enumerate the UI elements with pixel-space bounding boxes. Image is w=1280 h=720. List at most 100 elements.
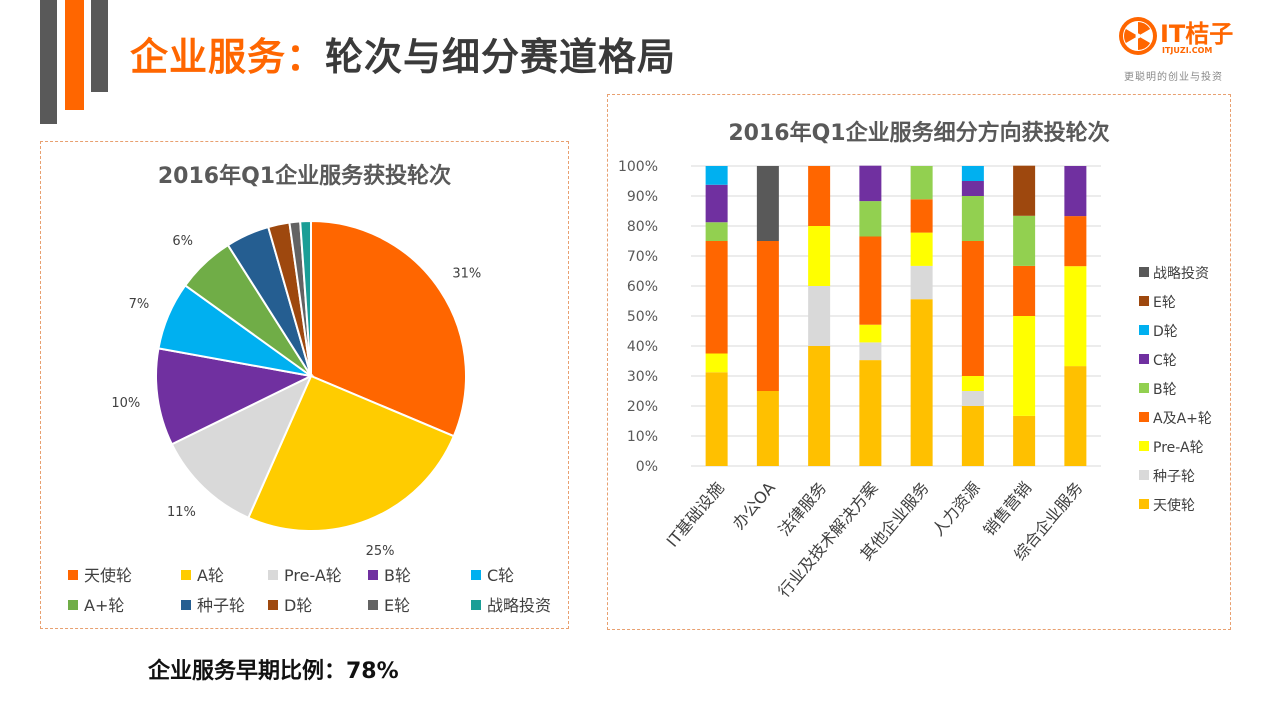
legend-swatch [181,600,191,610]
legend-label: C轮 [487,566,514,585]
logo-slogan: 更聪明的创业与投资 [1124,72,1223,83]
pie-value-label: 7% [129,297,150,312]
legend-label: 天使轮 [84,566,132,585]
legend-swatch [471,570,481,580]
bar-segment [961,241,984,376]
bar-segment [859,165,882,202]
bar-segment [910,299,933,466]
pie-slice [170,373,314,520]
y-tick-label: 30% [627,369,658,385]
x-category-label: IT基础设施 [663,478,728,550]
pie-value-label: 11% [167,505,196,520]
legend-swatch [1139,354,1149,364]
x-category-label: 人力资源 [928,478,984,539]
legend-label: C轮 [1153,353,1177,369]
y-tick-label: 60% [627,279,658,295]
legend-label: B轮 [384,566,411,585]
legend-swatch [181,570,191,580]
page-title-rest: 轮次与细分赛道格局 [325,35,677,79]
bar-segment [808,166,831,226]
bar-segment [961,196,984,241]
bar-segment [1064,266,1087,367]
stacked-bar-chart: 0% 10% 20% 30% 40% 50% 60% 70% 80% 90% 100% IT基础设施办… [618,159,1212,601]
pie-chart: 31% 25% 11% 10% 7% 6% 天使轮 A轮 Pre-A轮 B轮 C轮 A+轮 种子轮 D轮 E… [68,219,551,615]
bar-segment [705,184,728,223]
bar-segment [808,226,831,286]
legend-swatch [368,570,378,580]
bar-segment [1064,166,1087,217]
bar-chart-title: 2016年Q1企业服务细分方向获投轮次 [728,121,1110,146]
bar-segment [859,201,882,237]
decor-bar-gray-1 [40,0,57,124]
bar-segment [1064,216,1087,267]
bar-segment [705,372,728,466]
bar-segment [808,286,831,346]
legend-swatch [68,570,78,580]
bar-segment [1013,215,1036,266]
legend-swatch [68,600,78,610]
legend-label: Pre-A轮 [284,566,342,585]
bar-segment [705,222,728,241]
itjuzi-logo: IT桔子 ITJUZI.COM 更聪明的创业与投资 [1118,12,1258,84]
bar-segment [756,391,779,466]
x-category-label: 办公OA [729,478,779,533]
bar-segment [961,406,984,466]
bar-segment [910,199,933,233]
early-stage-ratio-note: 企业服务早期比例：78% [148,659,399,684]
legend-label: E轮 [1153,295,1176,311]
page-title: 企业服务：轮次与细分赛道格局 [130,26,676,81]
bar-segment [705,353,728,373]
y-tick-label: 100% [618,159,658,175]
logo-name: IT桔子 [1160,20,1234,48]
legend-label: A轮 [197,566,224,585]
bar-segment [859,236,882,325]
y-tick-label: 50% [627,309,658,325]
pie-slice [299,219,312,377]
bar-segment [961,391,984,406]
legend-label: D轮 [1153,324,1178,340]
bar-segment [910,166,933,200]
bar-segment [1013,415,1036,466]
decor-bar-gray-2 [91,0,108,92]
y-tick-label: 0% [636,459,658,475]
logo-url: ITJUZI.COM [1162,46,1213,55]
bar-segment [961,166,984,181]
legend-label: 种子轮 [197,596,245,615]
x-category-label: 法律服务 [774,478,830,539]
legend-label: 战略投资 [1153,266,1209,282]
bar-segment [705,241,728,354]
bar-segment [1013,165,1036,216]
y-tick-label: 80% [627,219,658,235]
pie-slice [247,374,456,532]
x-category-label: 行业及技术解决方案 [774,478,881,601]
legend-swatch [368,600,378,610]
bar-segment [756,166,779,241]
page-title-highlight: 企业服务： [130,35,326,79]
bar-segment [808,346,831,466]
bar-segment [859,342,882,361]
bar-segment [910,265,933,300]
legend-swatch [1139,470,1149,480]
legend-swatch [268,600,278,610]
legend-swatch [1139,267,1149,277]
legend-label: A及A+轮 [1153,411,1212,427]
bar-segment [1064,366,1087,466]
x-category-label: 销售营销 [979,478,1035,539]
pie-value-label: 6% [172,234,193,249]
legend-swatch [268,570,278,580]
legend-swatch [1139,325,1149,335]
bar-segment [1013,316,1036,416]
legend-label: 种子轮 [1153,469,1195,485]
legend-label: D轮 [284,596,312,615]
pie-slice [155,347,315,446]
legend-swatch [1139,296,1149,306]
pie-slice [310,219,467,438]
y-tick-label: 90% [627,189,658,205]
bar-segment [910,232,933,266]
legend-label: E轮 [384,596,410,615]
y-tick-label: 20% [627,399,658,415]
y-tick-label: 70% [627,249,658,265]
bar-segment [961,181,984,196]
legend-swatch [1139,383,1149,393]
pie-chart-panel: 2016年Q1企业服务获投轮次 31% 25% 11% 10% 7% 6% 天使轮 A轮 Pre… [40,141,569,629]
